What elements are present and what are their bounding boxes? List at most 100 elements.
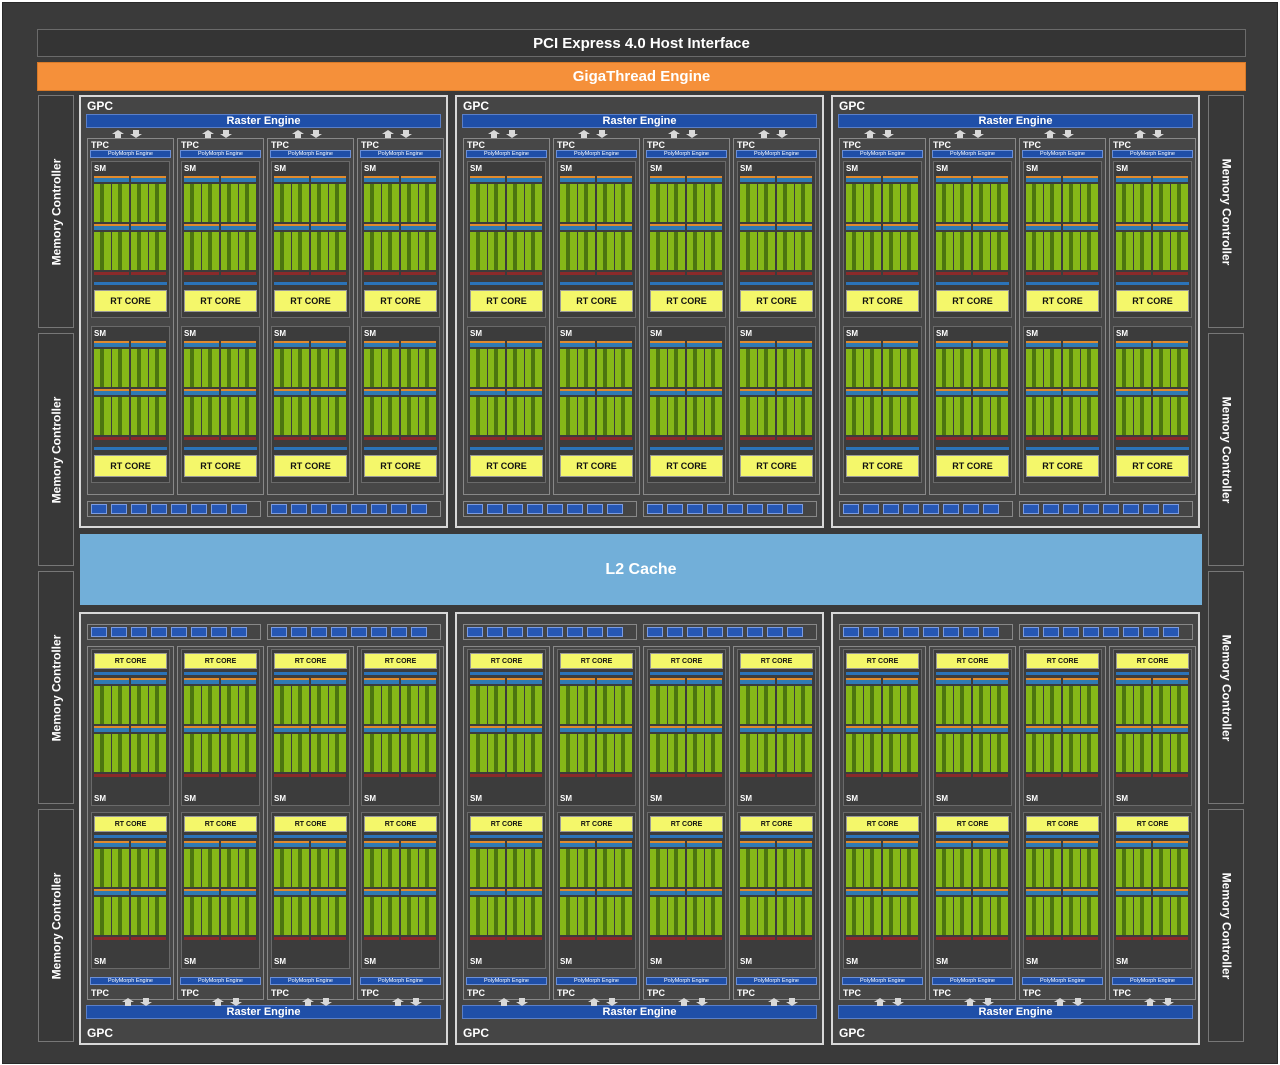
sm-label: SM <box>274 957 286 966</box>
l2-cache: L2 Cache <box>80 534 1202 605</box>
cuda-core-block <box>184 176 219 276</box>
streaming-multiprocessor: SM RT CORE <box>271 326 350 483</box>
data-arrows-icon <box>1134 130 1164 138</box>
streaming-multiprocessor: SM RT CORE <box>933 326 1012 483</box>
cuda-core-block <box>470 176 505 276</box>
polymorph-engine: PolyMorph Engine <box>180 977 261 985</box>
memory-controller-left-3: Memory Controller <box>38 571 74 804</box>
streaming-multiprocessor: SM RT CORE <box>647 812 726 969</box>
tpc-label: TPC <box>647 140 665 150</box>
memory-controller-label: Memory Controller <box>49 396 63 503</box>
data-arrows-icon <box>668 130 698 138</box>
cuda-core-block <box>973 176 1008 276</box>
cuda-core-block <box>401 841 436 941</box>
streaming-multiprocessor: SM RT CORE <box>271 812 350 969</box>
cuda-core-block <box>131 176 166 276</box>
sm-label: SM <box>560 957 572 966</box>
sm-label: SM <box>94 957 106 966</box>
polymorph-engine: PolyMorph Engine <box>842 977 923 985</box>
streaming-multiprocessor: SM RT CORE <box>557 649 636 806</box>
rt-core: RT CORE <box>650 290 723 312</box>
rt-core: RT CORE <box>94 455 167 477</box>
cuda-core-block <box>846 176 881 276</box>
cuda-core-block <box>311 341 346 441</box>
l1-cache-row <box>463 624 637 640</box>
streaming-multiprocessor: SM RT CORE <box>1023 649 1102 806</box>
gpc-label: GPC <box>87 99 114 113</box>
cuda-core-block <box>470 678 505 778</box>
sm-label: SM <box>274 794 286 803</box>
rt-core: RT CORE <box>470 653 543 669</box>
streaming-multiprocessor: SM RT CORE <box>1023 326 1102 483</box>
sm-label: SM <box>1116 957 1128 966</box>
data-arrows-icon <box>292 130 322 138</box>
cuda-core-block <box>507 341 542 441</box>
gpc-label: GPC <box>839 1026 866 1040</box>
cuda-core-block <box>1116 341 1151 441</box>
tpc-label: TPC <box>181 140 199 150</box>
streaming-multiprocessor: SM RT CORE <box>361 649 440 806</box>
gigathread-engine: GigaThread Engine <box>37 62 1246 91</box>
rt-core: RT CORE <box>560 290 633 312</box>
l1-cache-row <box>87 501 261 517</box>
rt-core: RT CORE <box>936 816 1009 832</box>
polymorph-engine: PolyMorph Engine <box>932 150 1013 158</box>
cuda-core-block <box>311 678 346 778</box>
cuda-core-block <box>883 341 918 441</box>
sm-label: SM <box>846 794 858 803</box>
cuda-core-block <box>777 341 812 441</box>
tpc: SM RT CORE SM RT CORE PolyMorph Engine TPC <box>1109 646 1196 1000</box>
tpc-label: TPC <box>467 140 485 150</box>
memory-controller-label: Memory Controller <box>1219 158 1233 265</box>
streaming-multiprocessor: SM RT CORE <box>91 326 170 483</box>
tpc-label: TPC <box>933 140 951 150</box>
cuda-core-block <box>973 341 1008 441</box>
cuda-core-block <box>597 176 632 276</box>
tpc: SM RT CORE SM RT CORE PolyMorph Engine TPC <box>267 646 354 1000</box>
cuda-core-block <box>560 341 595 441</box>
cuda-core-block <box>650 176 685 276</box>
rt-core: RT CORE <box>560 653 633 669</box>
cuda-core-block <box>94 341 129 441</box>
polymorph-engine: PolyMorph Engine <box>1022 150 1103 158</box>
rt-core: RT CORE <box>274 290 347 312</box>
tpc: TPC PolyMorph Engine SM RT CORE SM RT CORE <box>553 138 640 495</box>
sm-label: SM <box>94 164 106 173</box>
tpc-label: TPC <box>181 988 199 998</box>
cuda-core-block <box>507 678 542 778</box>
tpc: TPC PolyMorph Engine SM RT CORE SM RT CORE <box>839 138 926 495</box>
sm-label: SM <box>560 164 572 173</box>
polymorph-engine: PolyMorph Engine <box>556 150 637 158</box>
memory-controller-left-4: Memory Controller <box>38 809 74 1042</box>
cuda-core-block <box>1063 341 1098 441</box>
tpc-label: TPC <box>1023 988 1041 998</box>
streaming-multiprocessor: SM RT CORE <box>933 161 1012 318</box>
sm-label: SM <box>184 164 196 173</box>
cuda-core-block <box>777 678 812 778</box>
cuda-core-block <box>1153 341 1188 441</box>
cuda-core-block <box>274 176 309 276</box>
rt-core: RT CORE <box>936 455 1009 477</box>
memory-controller-label: Memory Controller <box>1219 872 1233 979</box>
data-arrows-icon <box>864 130 894 138</box>
tpc-label: TPC <box>843 988 861 998</box>
streaming-multiprocessor: SM RT CORE <box>467 812 546 969</box>
cuda-core-block <box>1063 176 1098 276</box>
rt-core: RT CORE <box>274 816 347 832</box>
tpc: TPC PolyMorph Engine SM RT CORE SM RT CORE <box>929 138 1016 495</box>
streaming-multiprocessor: SM RT CORE <box>737 649 816 806</box>
gpc-3: GPC Raster Engine TPC PolyMorph Engine SM RT … <box>831 95 1200 528</box>
polymorph-engine: PolyMorph Engine <box>646 150 727 158</box>
polymorph-engine: PolyMorph Engine <box>360 977 441 985</box>
sm-label: SM <box>470 329 482 338</box>
tpc: TPC PolyMorph Engine SM RT CORE SM RT CORE <box>1019 138 1106 495</box>
cuda-core-block <box>470 841 505 941</box>
cuda-core-block <box>973 678 1008 778</box>
tpc: SM RT CORE SM RT CORE PolyMorph Engine TPC <box>929 646 1016 1000</box>
rt-core: RT CORE <box>740 455 813 477</box>
tpc-label: TPC <box>647 988 665 998</box>
data-arrows-icon <box>202 130 232 138</box>
sm-label: SM <box>560 794 572 803</box>
streaming-multiprocessor: SM RT CORE <box>467 326 546 483</box>
cuda-core-block <box>221 341 256 441</box>
